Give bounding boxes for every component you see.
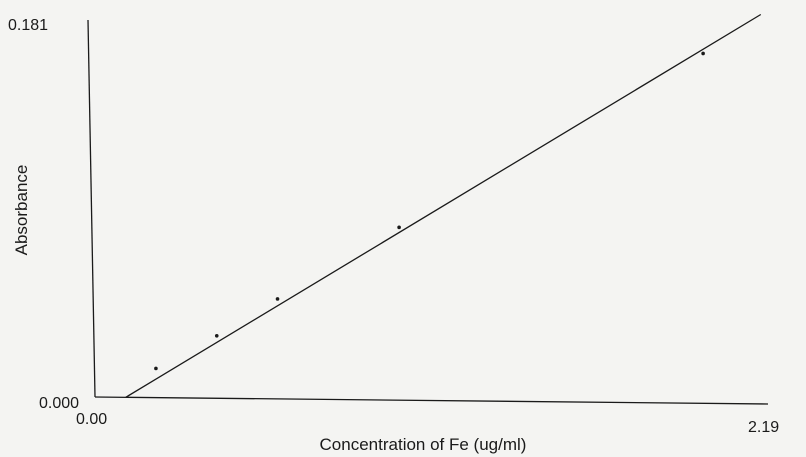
y-axis [87, 19, 96, 398]
data-point-5 [701, 51, 705, 56]
data-point-3 [275, 297, 280, 301]
x-axis [94, 396, 769, 405]
plot-layer [125, 13, 762, 398]
x-tick-label-min: 0.00 [76, 411, 107, 428]
data-point-2 [214, 333, 219, 338]
data-point-4 [397, 225, 401, 230]
data-point-1 [154, 366, 158, 371]
y-axis-label: Absorbance [12, 165, 31, 256]
y-tick-label-max: 0.181 [8, 17, 48, 34]
axes [87, 19, 769, 405]
fit-line [125, 13, 762, 398]
x-axis-label: Concentration of Fe (ug/ml) [320, 435, 527, 454]
x-tick-label-max: 2.19 [748, 419, 779, 436]
y-tick-label-min: 0.000 [39, 395, 79, 412]
